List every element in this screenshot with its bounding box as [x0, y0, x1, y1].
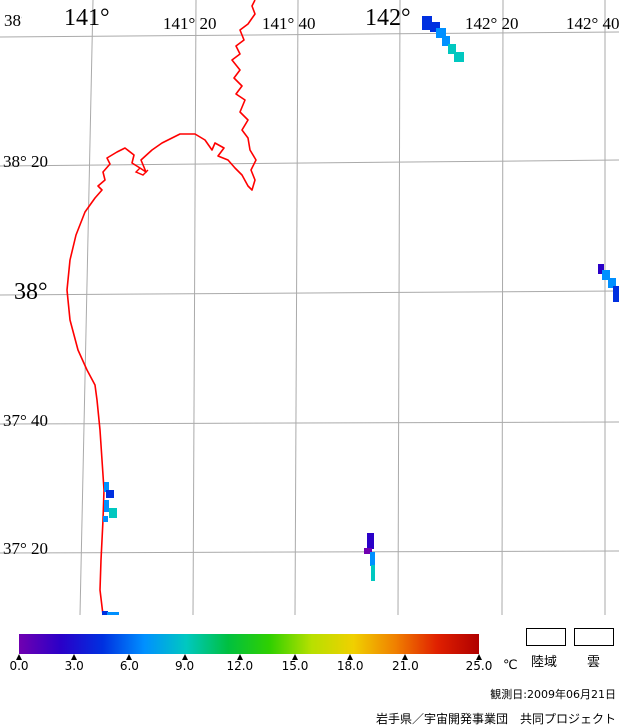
scale-tick-mark — [402, 654, 409, 660]
sst-pixel — [608, 278, 616, 288]
lon-label-141-40: 141° 40 — [262, 14, 316, 33]
sst-pixel — [598, 264, 604, 274]
sst-pixel — [454, 52, 464, 62]
scale-tick-mark — [16, 654, 22, 660]
scale-tick-label: 15.0 — [281, 659, 309, 673]
lat-label-38-20: 38° 20 — [3, 152, 49, 171]
temperature-unit: ℃ — [503, 658, 518, 673]
scale-tick-label: 3.0 — [64, 659, 84, 673]
scale-tick-mark — [292, 654, 298, 660]
bay-outline — [134, 167, 149, 176]
scale-tick-label: 6.0 — [119, 659, 139, 673]
coastline-path — [66, 0, 257, 616]
scale-tick-mark — [181, 654, 188, 660]
lon-label-141-20: 141° 20 — [163, 14, 217, 33]
sst-pixel — [442, 36, 450, 46]
scale-tick-mark — [126, 654, 133, 660]
sst-pixel — [102, 611, 108, 615]
scale-tick-mark — [347, 654, 354, 660]
coastline — [66, 0, 257, 616]
observation-date: 観測日:2009年06月21日 — [490, 688, 616, 701]
lon-label-142-40: 142° 40 — [566, 14, 619, 33]
sst-pixel — [602, 270, 610, 280]
scale-tick-mark — [236, 654, 243, 660]
parallel-line — [0, 31, 619, 38]
cloud-legend-swatch — [574, 628, 614, 646]
scale-tick-label: 0.0 — [9, 659, 29, 673]
scale-tick-label: 25.0 — [465, 659, 493, 673]
sst-pixel — [107, 612, 119, 615]
lon-label-141: 141° — [64, 5, 110, 31]
lon-label-142: 142° — [365, 5, 411, 31]
land-legend-swatch — [526, 628, 566, 646]
parallel-line — [0, 421, 619, 425]
lat-lon-grid — [0, 0, 619, 616]
sst-pixel — [109, 508, 117, 518]
sst-pixel — [430, 22, 440, 32]
sst-pixel — [103, 516, 108, 522]
meridian-line — [397, 0, 401, 616]
temperature-pixels — [102, 16, 619, 615]
sst-pixel — [106, 490, 114, 498]
credit-text: 岩手県／宇宙開発事業団 共同プロジェクト — [375, 712, 616, 726]
sst-pixel — [370, 552, 375, 566]
meridian-line — [79, 0, 94, 616]
sst-pixel — [367, 533, 374, 549]
sst-pixel — [104, 500, 109, 512]
scale-tick-label: 12.0 — [226, 659, 254, 673]
lat-label-38: 38° — [14, 279, 48, 305]
lat-label-37-20: 37° 20 — [3, 539, 49, 558]
meridian-line — [501, 0, 504, 616]
lat-label-38-40: 38° 40 — [4, 12, 22, 29]
cloud-legend-label: 雲 — [587, 655, 601, 670]
parallel-line — [0, 550, 619, 554]
lon-label-142-20: 142° 20 — [465, 14, 519, 33]
parallel-line — [0, 290, 619, 296]
sst-pixel — [104, 482, 109, 492]
meridian-line — [294, 0, 299, 616]
land-legend-label: 陸域 — [531, 655, 558, 670]
sst-pixel — [613, 286, 619, 302]
lat-label-37-40: 37° 40 — [3, 411, 49, 430]
scale-tick-label: 9.0 — [175, 659, 195, 673]
scale-tick-label: 18.0 — [336, 659, 364, 673]
scale-tick-mark — [71, 654, 78, 660]
meridian-line — [192, 0, 197, 616]
temperature-color-scale — [19, 634, 479, 654]
scale-tick-label: 21.0 — [392, 659, 419, 673]
scale-tick-mark — [476, 654, 482, 660]
parallel-line — [0, 159, 619, 167]
sst-pixel — [422, 16, 432, 30]
sst-pixel — [364, 548, 372, 554]
sst-pixel — [371, 565, 375, 581]
sst-pixel — [436, 28, 446, 38]
sst-pixel — [448, 44, 456, 54]
